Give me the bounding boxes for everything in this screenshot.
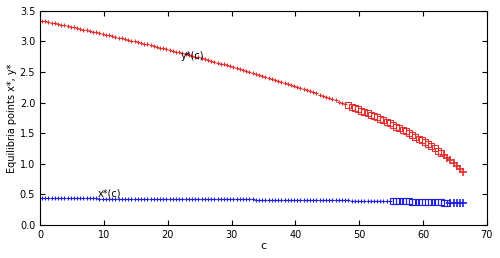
- Text: y*(c): y*(c): [180, 51, 204, 61]
- Text: x*(c): x*(c): [98, 189, 121, 199]
- X-axis label: c: c: [260, 241, 266, 251]
- Y-axis label: Equilibria points x*, y*: Equilibria points x*, y*: [7, 63, 17, 173]
